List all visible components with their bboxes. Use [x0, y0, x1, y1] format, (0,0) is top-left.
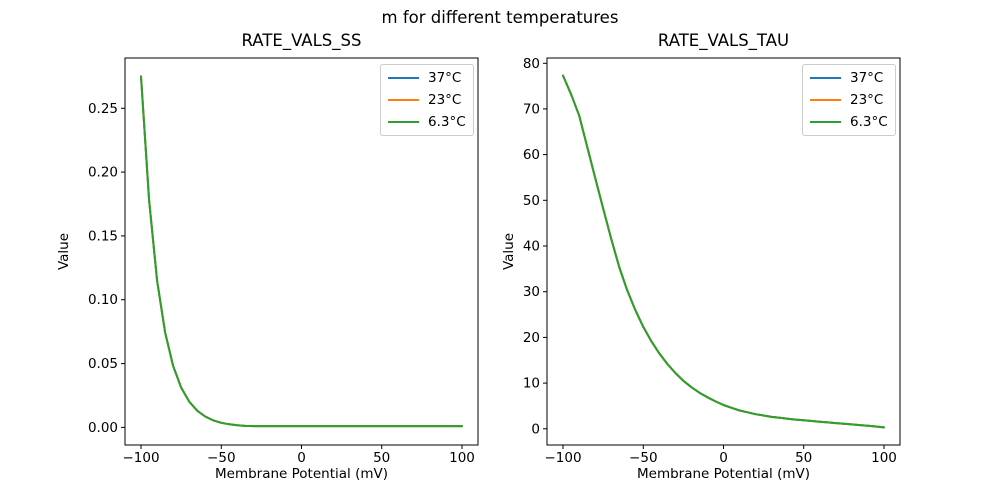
x-axis-label-ss: Membrane Potential (mV) — [214, 466, 388, 482]
y-tick-label: 70 — [523, 101, 540, 117]
legend-entry-label: 37°C — [850, 70, 884, 86]
y-tick-label: 0.25 — [88, 101, 118, 117]
x-tick-label: −50 — [207, 450, 236, 466]
y-tick-label: 0.00 — [88, 420, 118, 436]
legend-entry-label: 23°C — [428, 92, 462, 108]
legend-tau: 37°C 23°C 6.3°C — [802, 64, 896, 136]
series-line-6.3cc — [562, 74, 885, 429]
legend-line-sample-icon — [810, 121, 841, 123]
legend-entry: 37°C — [810, 67, 888, 89]
legend-entry: 6.3°C — [388, 111, 466, 133]
figure-suptitle: m for different temperatures — [381, 8, 619, 27]
series-line-6.3cc — [140, 75, 463, 428]
y-tick-label: 0.15 — [88, 228, 118, 244]
legend-line-sample-icon — [388, 99, 419, 101]
legend-line-sample-icon — [810, 77, 841, 79]
y-tick-label: 60 — [523, 147, 540, 163]
y-tick-label: 30 — [523, 284, 540, 300]
y-tick-label: 0.05 — [88, 356, 118, 372]
x-tick-label: 0 — [719, 450, 728, 466]
legend-entry: 37°C — [388, 67, 466, 89]
legend-entry: 6.3°C — [810, 111, 888, 133]
x-tick-label: −100 — [544, 450, 581, 466]
legend-ss: 37°C 23°C 6.3°C — [380, 64, 474, 136]
legend-line-sample-icon — [388, 77, 419, 79]
y-tick-label: 20 — [523, 330, 540, 346]
x-tick-label: −100 — [122, 450, 159, 466]
legend-line-sample-icon — [810, 99, 841, 101]
legend-entry-label: 6.3°C — [850, 114, 888, 130]
y-tick-label: 0 — [531, 421, 540, 437]
y-tick-label: 0.20 — [88, 165, 118, 181]
x-tick-label: 100 — [871, 450, 897, 466]
y-tick-label: 0.10 — [88, 292, 118, 308]
x-axis-label-tau: Membrane Potential (mV) — [636, 466, 810, 482]
subplot-ss-title: RATE_VALS_SS — [241, 31, 362, 50]
legend-entry-label: 37°C — [428, 70, 462, 86]
x-tick-label: 50 — [795, 450, 812, 466]
x-tick-label: 100 — [449, 450, 475, 466]
x-tick-label: −50 — [629, 450, 658, 466]
y-tick-label: 80 — [523, 56, 540, 72]
legend-entry: 23°C — [388, 89, 466, 111]
y-axis-label-tau: Value — [501, 232, 517, 271]
y-tick-label: 10 — [523, 376, 540, 392]
y-tick-label: 40 — [523, 239, 540, 255]
legend-entry: 23°C — [810, 89, 888, 111]
legend-entry-label: 6.3°C — [428, 114, 466, 130]
y-tick-label: 50 — [523, 193, 540, 209]
legend-line-sample-icon — [388, 121, 419, 123]
x-tick-label: 50 — [373, 450, 390, 466]
subplot-tau-title: RATE_VALS_TAU — [657, 31, 790, 50]
x-tick-label: 0 — [297, 450, 306, 466]
y-axis-label-ss: Value — [56, 232, 72, 271]
legend-entry-label: 23°C — [850, 92, 884, 108]
